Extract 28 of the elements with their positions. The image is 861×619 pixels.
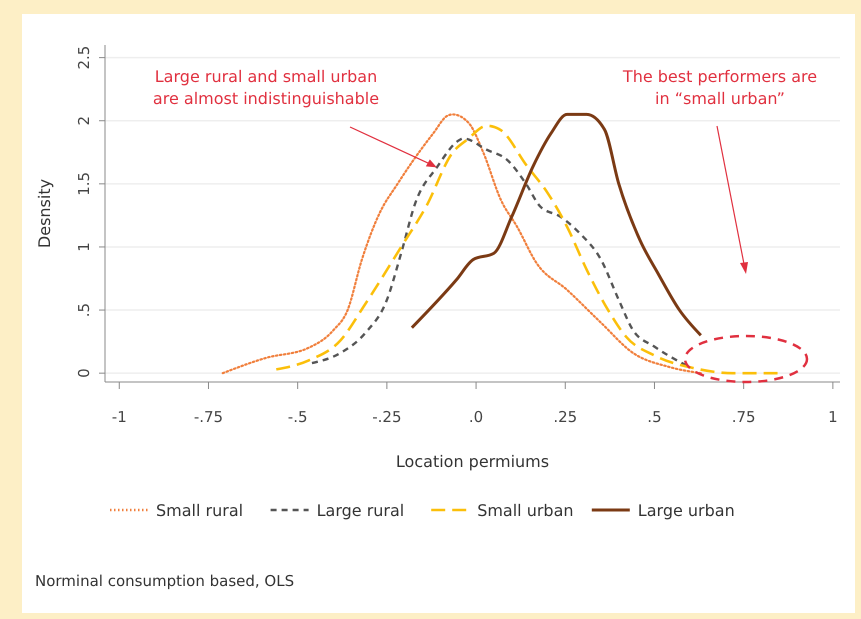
x-tick-label: -.25 [372, 408, 402, 426]
text: Norminal consumption based, OLS [35, 572, 294, 590]
x-tick-label: .0 [468, 408, 484, 426]
x-tick-label: .5 [647, 408, 662, 426]
y-tick-label: 1.5 [75, 172, 93, 196]
y-tick-label: 2.5 [75, 46, 93, 70]
x-tick-label: -1 [112, 408, 127, 426]
y-axis-title: Desnsity [35, 178, 54, 248]
legend-label: Large rural [316, 501, 404, 520]
legend-label: Small urban [477, 501, 574, 520]
x-tick-label: .75 [732, 408, 756, 426]
line-series [222, 113, 702, 374]
y-tick-label: 0 [75, 368, 93, 378]
x-tick-label: -.5 [288, 408, 308, 426]
y-tick-label: .5 [75, 302, 93, 318]
annotation: The best performers are in “small urban” [622, 67, 818, 108]
legend-label: Small rural [156, 501, 244, 520]
x-tick-label: .25 [553, 408, 578, 426]
line-series [310, 137, 688, 367]
x-tick-label: -.75 [194, 408, 224, 426]
y-tick-label: 1 [75, 242, 93, 252]
line-series [410, 112, 702, 337]
x-tick-label: 1 [828, 408, 838, 426]
x-axis-title: Location permiums [396, 452, 550, 471]
legend-label: Large urban [638, 501, 735, 520]
line-series [274, 124, 779, 374]
annotation: Large rural and small urban are almost indistinguishable [152, 67, 380, 108]
y-tick-label: 2 [75, 116, 93, 126]
